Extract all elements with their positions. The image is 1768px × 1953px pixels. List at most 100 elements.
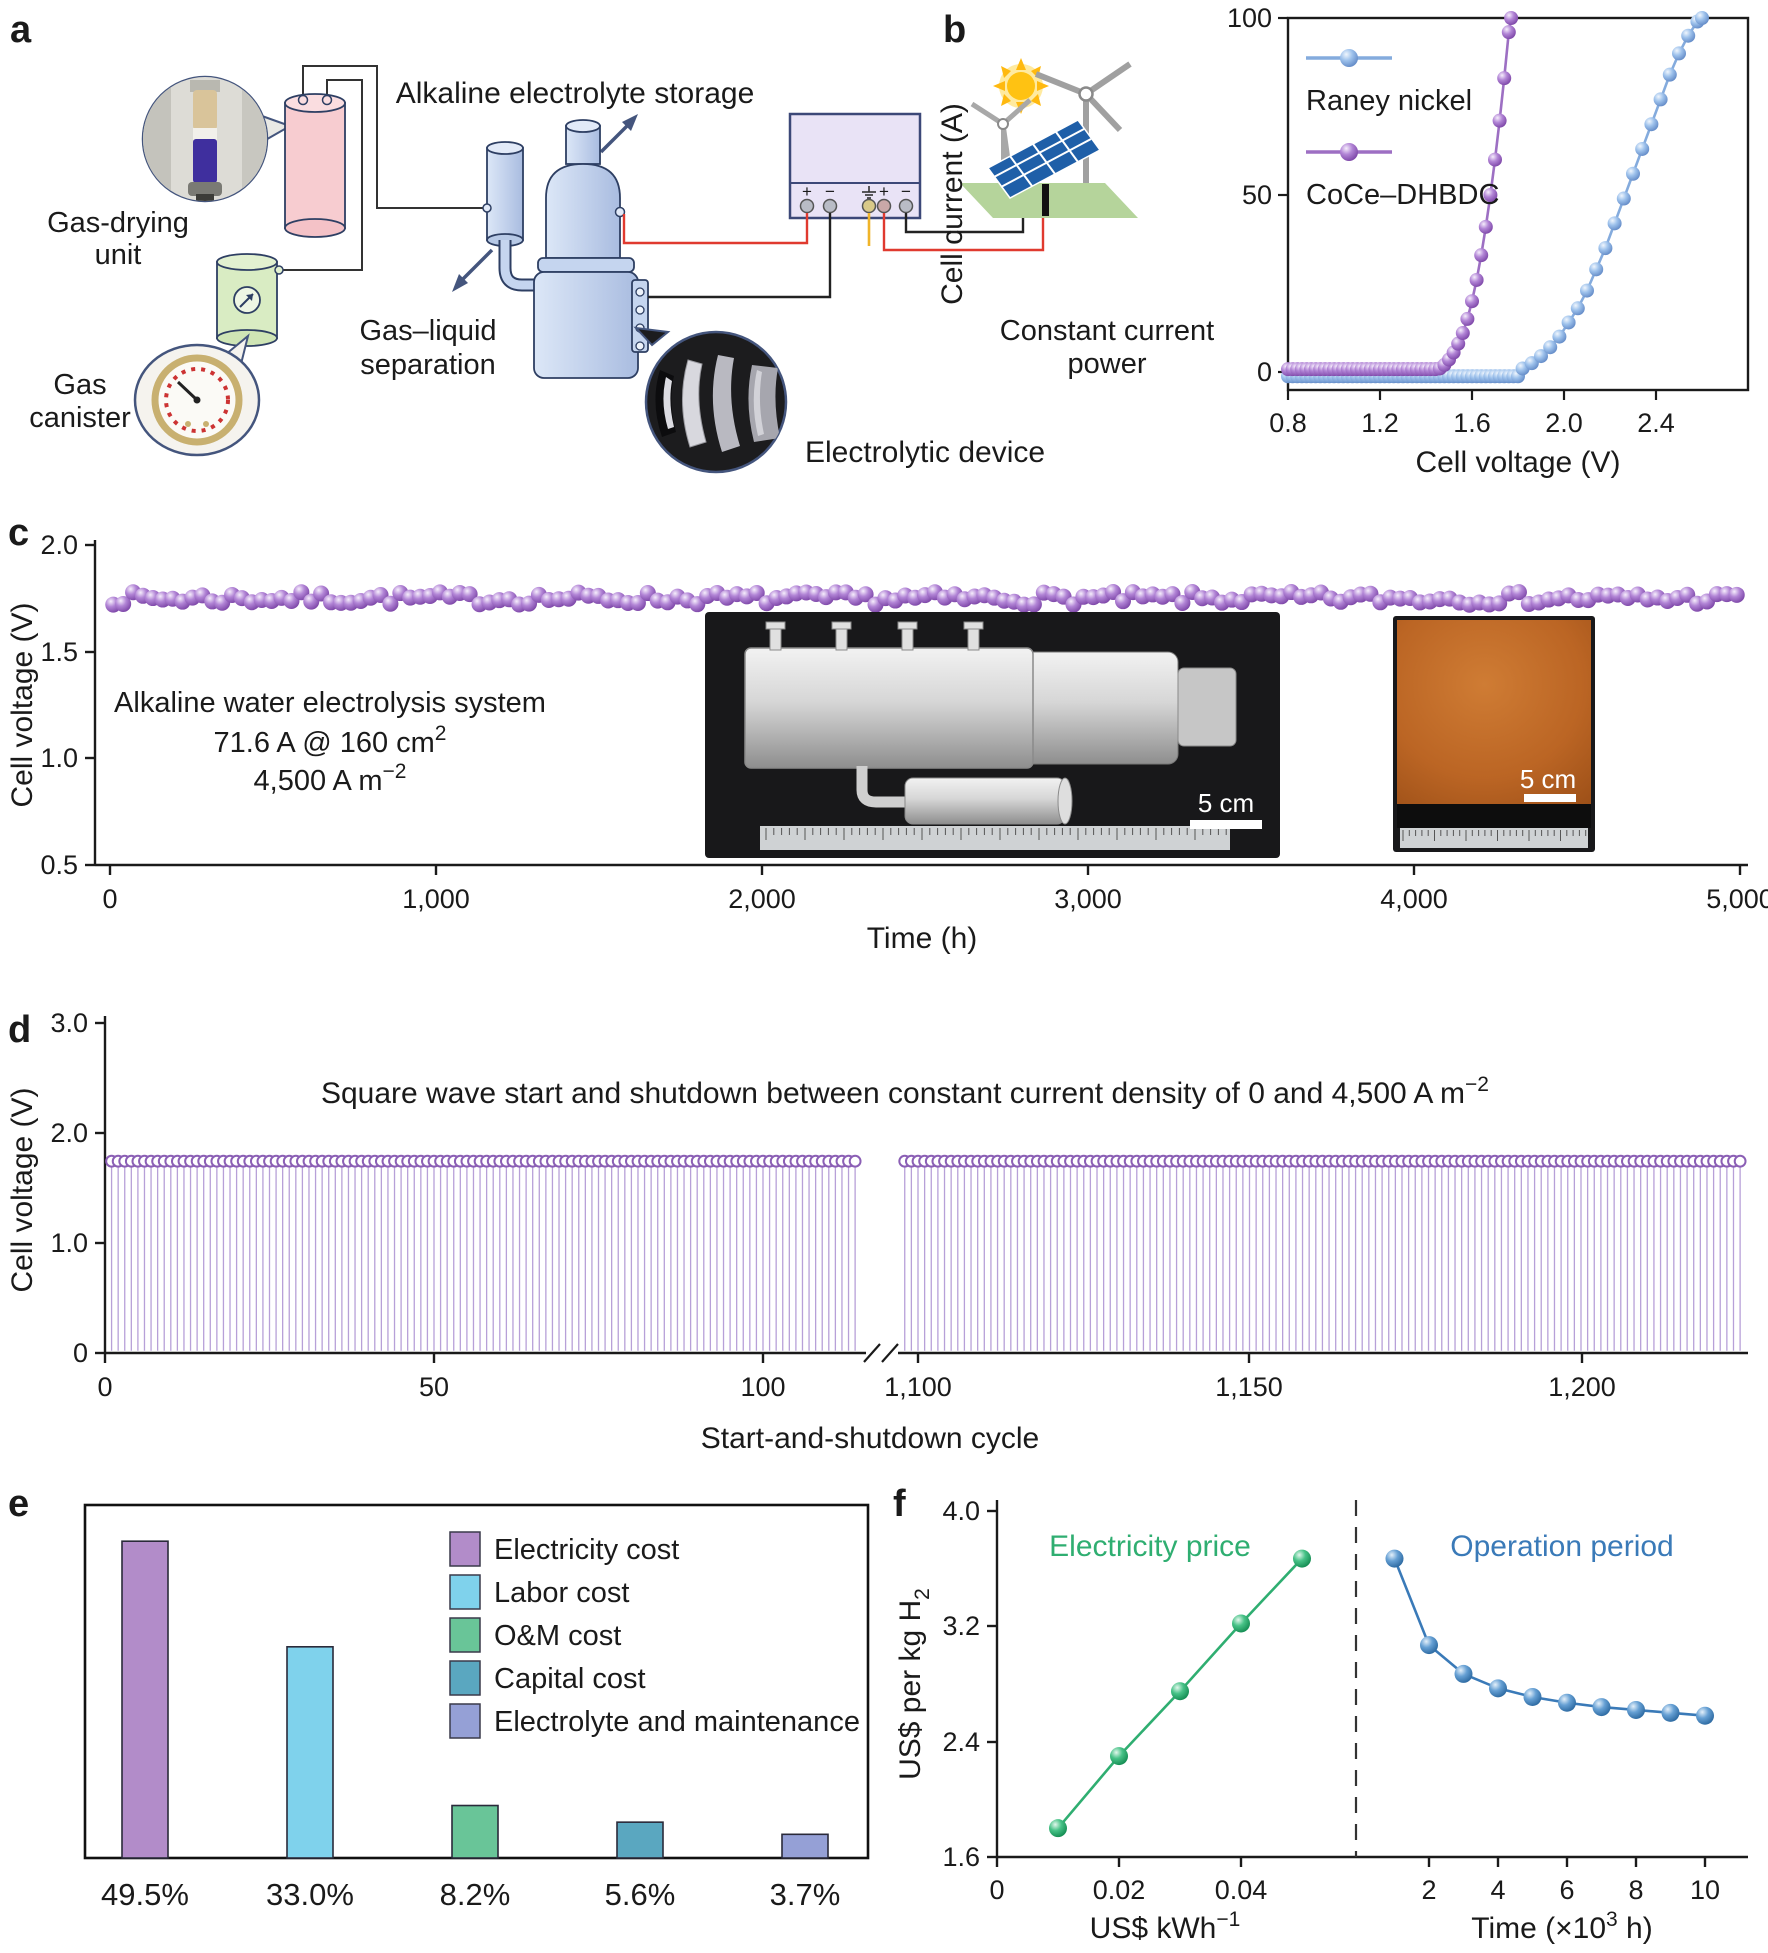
panel-f: f 4.0 3.2 2.4 1.6 0 0.02 0.04 2 4 6 8 10… (893, 1483, 1748, 1945)
b-xtick: 0.8 (1269, 408, 1307, 438)
b-xtick: 1.6 (1453, 408, 1491, 438)
f-xtick: 10 (1690, 1875, 1720, 1905)
legend-label: Electrolyte and maintenance (494, 1706, 860, 1738)
f-left-xlabel: US$ kWh−1 (1090, 1908, 1241, 1945)
panel-c-letter: c (8, 512, 29, 554)
d-xtick: 100 (740, 1372, 785, 1402)
stack-nipples (765, 621, 984, 651)
b-xlabel: Cell voltage (V) (1415, 446, 1620, 479)
electrolytic-device-vessel (533, 119, 649, 379)
legend-swatch (449, 1617, 481, 1653)
device-label: Electrolytic device (805, 436, 1045, 469)
c-ytick: 1.5 (40, 637, 78, 667)
legend-label: Capital cost (494, 1663, 646, 1695)
b-legend: Raney nickel CoCe–DHBDC (1306, 49, 1499, 211)
gas-tubing (279, 65, 487, 271)
desiccant-beads-top (193, 90, 217, 130)
drying-column (284, 93, 346, 238)
c-ytick: 2.0 (40, 530, 78, 560)
f-ytick: 2.4 (942, 1727, 980, 1757)
legend-label-coce: CoCe–DHBDC (1306, 179, 1499, 211)
f-ytick: 3.2 (942, 1611, 980, 1641)
e-legend: Electricity cost Labor cost O&M cost Cap… (449, 1531, 860, 1739)
storage-arrow (599, 114, 638, 154)
d-ytick: 1.0 (50, 1228, 88, 1258)
ground-symbol-icon (862, 186, 876, 199)
d-axes (95, 1016, 1748, 1363)
legend-label-raney: Raney nickel (1306, 85, 1472, 117)
pressure-gauge-icon (151, 354, 243, 446)
electrode-sheets (655, 355, 780, 452)
d-ytick: 0 (73, 1338, 88, 1368)
flow-meter-icon (233, 286, 261, 314)
ruler (760, 826, 1230, 850)
terminal-post (898, 198, 914, 214)
d-xtick: 1,200 (1548, 1372, 1616, 1402)
f-xtick: 8 (1628, 1875, 1643, 1905)
gas-canister-label-1: Gas (53, 369, 106, 401)
d-xtick: 0 (97, 1372, 112, 1402)
c-xtick: 4,000 (1380, 884, 1448, 914)
terminal-plus-2: + (879, 182, 889, 201)
separation-arrow (452, 248, 494, 292)
c-scalebar2-label: 5 cm (1520, 764, 1576, 794)
f-xtick: 0.02 (1093, 1875, 1146, 1905)
legend-marker-coce (1340, 143, 1358, 161)
gas-canister (216, 253, 284, 347)
d-xtick: 1,100 (884, 1372, 952, 1402)
f-right-series-label: Operation period (1450, 1530, 1673, 1563)
power-supply: + − + − (788, 112, 922, 220)
legend-swatch (449, 1660, 481, 1696)
e-value-labels: 49.5% 33.0% 8.2% 5.6% 3.7% (101, 1877, 840, 1912)
terminal-post (822, 198, 838, 214)
e-pct: 3.7% (770, 1877, 841, 1912)
panel-c: c 2.0 1.5 1.0 0.5 0 1,000 2,000 3,000 4,… (6, 512, 1768, 955)
b-series (1281, 11, 1709, 384)
separation-label-1: Gas–liquid (359, 315, 496, 347)
pressure-gauge-photo (133, 333, 261, 457)
e-pct: 5.6% (605, 1877, 676, 1912)
legend-swatch (449, 1703, 481, 1739)
panel-e: e Electricity cost Labor cost O&M cost C… (8, 1483, 870, 1912)
c-ytick: 0.5 (40, 850, 78, 880)
f-axes (987, 1500, 1748, 1867)
f-xtick: 0 (989, 1875, 1004, 1905)
c-xtick: 0 (102, 884, 117, 914)
c-xtick: 5,000 (1706, 884, 1768, 914)
terminal-minus-2: − (901, 182, 911, 201)
b-ytick: 0 (1257, 357, 1272, 387)
c-xtick: 2,000 (728, 884, 796, 914)
desiccant-beads-blue (193, 139, 217, 183)
terminal-post (861, 198, 877, 214)
panel-d-letter: d (8, 1009, 31, 1051)
c-inset-electrode-photo: 5 cm (1393, 616, 1595, 852)
e-bars (121, 1540, 829, 1859)
f-right-xlabel: Time (×103 h) (1471, 1908, 1652, 1945)
f-xtick: 4 (1490, 1875, 1505, 1905)
d-xtick: 1,150 (1215, 1372, 1283, 1402)
panel-a: a Gas-drying unit (10, 9, 1214, 474)
f-left-series-label: Electricity price (1049, 1530, 1251, 1563)
ruler-ticks (1402, 830, 1587, 841)
c-ann-1: Alkaline water electrolysis system (114, 687, 546, 719)
b-xtick: 2.0 (1545, 408, 1583, 438)
panel-e-letter: e (8, 1483, 29, 1525)
f-ylabel: US$ per kg H2 (894, 1588, 934, 1780)
terminal-post (876, 198, 892, 214)
panel-b: b 100 50 0 0.8 1.2 1.6 2.0 2.4 Cell volt… (936, 3, 1750, 479)
d-xtick: 50 (419, 1372, 449, 1402)
d-title: Square wave start and shutdown between c… (321, 1073, 1489, 1110)
scale-bar (1524, 794, 1576, 802)
electrodes-photo (633, 326, 788, 474)
e-pct: 49.5% (101, 1877, 189, 1912)
legend-label: Labor cost (494, 1577, 629, 1609)
wiring (622, 213, 1045, 299)
f-series (1049, 1549, 1714, 1838)
panel-b-letter: b (943, 9, 966, 51)
separation-label-2: separation (360, 349, 495, 381)
gas-drying-label-1: Gas-drying (47, 207, 189, 239)
legend-swatch (449, 1531, 481, 1567)
f-ytick: 1.6 (942, 1842, 980, 1872)
b-ytick: 100 (1227, 3, 1272, 33)
